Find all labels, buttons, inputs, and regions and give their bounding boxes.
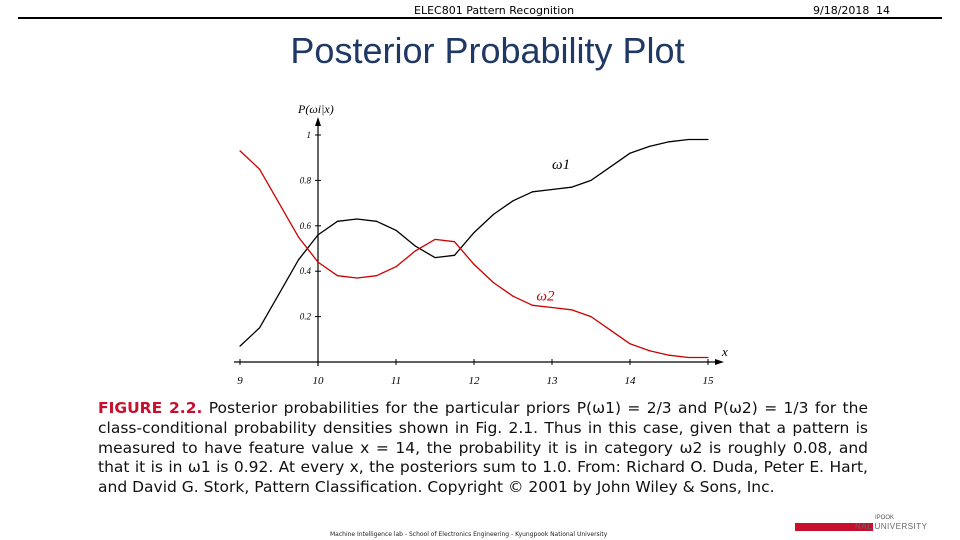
y-axis-arrow bbox=[315, 117, 321, 126]
header-date: 9/18/2018 bbox=[813, 4, 870, 17]
series-point-1 bbox=[492, 213, 495, 216]
y-tick-label: 0.8 bbox=[300, 175, 312, 185]
y-axis-label: P(ωi|x) bbox=[297, 102, 334, 116]
series-point-1 bbox=[258, 327, 261, 329]
y-tick-label: 0.2 bbox=[300, 312, 312, 322]
series-point-2 bbox=[492, 281, 495, 284]
series-point-2 bbox=[707, 356, 709, 359]
x-tick-label: 9 bbox=[237, 375, 243, 387]
series-point-1 bbox=[414, 245, 417, 247]
chart-series bbox=[239, 138, 709, 359]
series-point-2 bbox=[278, 202, 280, 204]
y-tick-label: 0.6 bbox=[300, 221, 312, 231]
y-tick-label: 0.4 bbox=[300, 266, 312, 276]
series-point-1 bbox=[434, 256, 436, 259]
series-point-1 bbox=[609, 166, 612, 168]
series-point-1 bbox=[297, 259, 300, 261]
x-axis-label: x bbox=[721, 344, 728, 359]
footer-text: Machine Intelligence lab - School of Ele… bbox=[330, 531, 608, 538]
series-point-2 bbox=[570, 309, 573, 311]
series-point-2 bbox=[668, 354, 670, 356]
series-point-1 bbox=[590, 179, 592, 181]
series-point-2 bbox=[414, 250, 417, 252]
series-point-2 bbox=[551, 306, 553, 309]
series-label-2: ω2 bbox=[536, 289, 555, 305]
series-point-1 bbox=[551, 188, 553, 191]
series-point-2 bbox=[473, 263, 475, 265]
series-point-1 bbox=[395, 229, 397, 231]
series-point-2 bbox=[239, 150, 241, 152]
chart-labels: P(ωi|x) x ω1 ω2 bbox=[297, 102, 728, 359]
series-point-1 bbox=[336, 220, 339, 222]
series-point-2 bbox=[531, 304, 534, 306]
series-point-2 bbox=[317, 261, 319, 263]
logo-line-2: NAL UNIVERSITY bbox=[855, 522, 928, 531]
chart-ticks: 9 10 11 12 13 14 15 0.2 0.4 0.6 0.8 1 bbox=[237, 130, 714, 387]
y-tick-label: 1 bbox=[307, 130, 312, 140]
chart-axes bbox=[234, 117, 724, 366]
series-point-2 bbox=[609, 329, 612, 331]
series-point-1 bbox=[648, 145, 651, 147]
series-point-2 bbox=[434, 238, 436, 241]
header-page-number: 14 bbox=[876, 4, 890, 17]
series-point-2 bbox=[336, 275, 339, 277]
series-point-1 bbox=[473, 232, 475, 234]
x-tick-label: 14 bbox=[625, 375, 637, 387]
university-logo: IPOOK NAL UNIVERSITY bbox=[795, 512, 935, 534]
series-point-2 bbox=[512, 295, 514, 297]
series-point-1 bbox=[570, 186, 573, 188]
series-point-2 bbox=[395, 266, 397, 268]
series-point-1 bbox=[668, 141, 670, 143]
x-axis-arrow bbox=[715, 359, 724, 365]
series-point-1 bbox=[239, 345, 241, 347]
caption-lead: FIGURE 2.2. bbox=[98, 399, 203, 417]
series-point-1 bbox=[512, 200, 514, 202]
x-tick-label: 10 bbox=[313, 375, 325, 387]
posterior-chart: 9 10 11 12 13 14 15 0.2 0.4 0.6 0.8 1 P(ωi|x) x ω1 ω2 bbox=[234, 102, 728, 387]
series-point-1 bbox=[356, 218, 358, 220]
logo-accent-bar bbox=[795, 523, 873, 531]
series-point-2 bbox=[356, 277, 358, 279]
series-point-1 bbox=[453, 254, 456, 256]
series-point-2 bbox=[297, 236, 300, 238]
series-point-1 bbox=[531, 191, 534, 193]
figure-caption: FIGURE 2.2. Posterior probabilities for … bbox=[98, 399, 868, 498]
x-tick-label: 13 bbox=[547, 375, 559, 387]
series-label-1: ω1 bbox=[552, 157, 570, 173]
series-point-2 bbox=[453, 241, 456, 243]
series-point-1 bbox=[375, 220, 378, 222]
series-point-2 bbox=[648, 350, 651, 352]
series-point-1 bbox=[629, 152, 631, 154]
series-point-1 bbox=[707, 138, 709, 141]
series-point-2 bbox=[590, 316, 592, 318]
series-point-2 bbox=[687, 356, 690, 359]
series-point-2 bbox=[375, 275, 378, 277]
series-point-2 bbox=[629, 343, 631, 345]
x-tick-label: 11 bbox=[391, 375, 401, 387]
x-tick-label: 15 bbox=[703, 375, 715, 387]
header-course-title: ELEC801 Pattern Recognition bbox=[414, 4, 575, 17]
series-point-1 bbox=[278, 293, 280, 295]
caption-text: Posterior probabilities for the particul… bbox=[98, 399, 868, 497]
series-point-1 bbox=[317, 234, 319, 236]
series-point-2 bbox=[258, 168, 261, 170]
header-divider bbox=[18, 17, 942, 19]
series-point-1 bbox=[687, 138, 690, 141]
x-tick-label: 12 bbox=[469, 375, 481, 387]
logo-line-1: IPOOK bbox=[875, 515, 895, 521]
slide-title: Posterior Probability Plot bbox=[290, 30, 685, 71]
